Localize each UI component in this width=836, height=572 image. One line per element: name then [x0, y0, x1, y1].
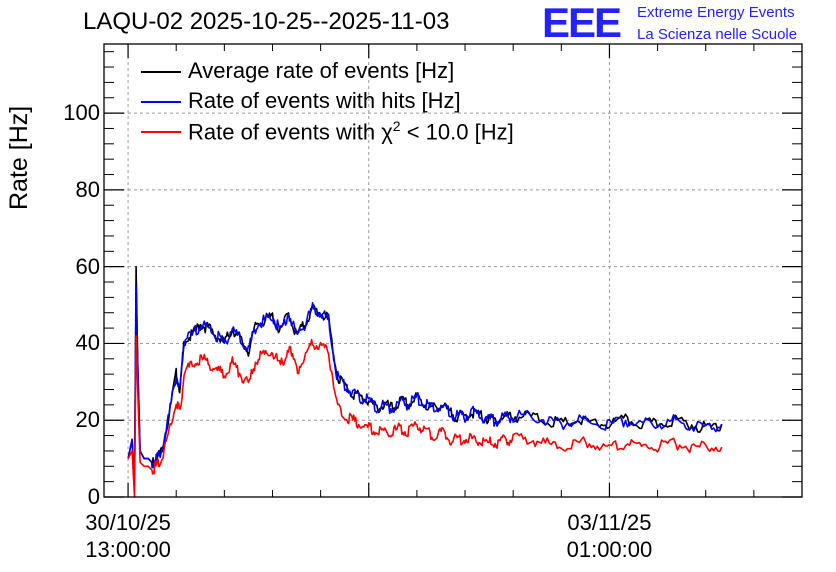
legend-chi2-suffix: < 10.0 [Hz]	[400, 119, 514, 145]
y-tick-label: 40	[75, 330, 100, 356]
legend-chi2-symbol: χ	[381, 119, 393, 145]
brand-line-2: La Scienza nelle Scuole	[637, 26, 798, 43]
legend-swatch-average	[141, 71, 181, 73]
series-chi2-line	[127, 334, 723, 498]
axis-ticks	[104, 44, 802, 498]
y-tick-label: 80	[75, 176, 100, 202]
legend-label-average: Average rate of events [Hz]	[188, 58, 455, 83]
x-tick-time: 13:00:00	[85, 537, 171, 562]
y-tick-label: 60	[75, 253, 100, 279]
legend-chi2-sup: 2	[392, 118, 401, 134]
legend-label-hits: Rate of events with hits [Hz]	[188, 88, 461, 113]
series-hits-line	[127, 285, 723, 487]
series-average-line	[127, 265, 723, 487]
y-axis-label: Rate [Hz]	[5, 105, 33, 210]
plot-frame	[103, 43, 803, 498]
legend-swatch-chi2	[141, 131, 181, 133]
y-tick-label: 0	[87, 484, 100, 509]
x-tick-date: 30/10/25	[85, 510, 171, 535]
legend-label-chi2: Rate of events with χ2 < 10.0 [Hz]	[188, 118, 514, 145]
series-layer	[127, 265, 723, 498]
legend-swatch-hits	[141, 101, 181, 103]
x-tick-label: 30/10/25 13:00:00	[58, 509, 198, 563]
y-tick-label: 20	[75, 407, 100, 433]
chart-title: LAQU-02 2025-10-25--2025-11-03	[83, 8, 450, 35]
legend-chi2-prefix: Rate of events with	[188, 119, 382, 145]
x-tick-date: 03/11/25	[567, 510, 652, 535]
x-tick-label: 03/11/25 01:00:00	[539, 509, 679, 563]
x-tick-time: 01:00:00	[566, 537, 653, 562]
eee-logo: EEE	[542, 0, 622, 46]
brand-line-1: Extreme Energy Events	[637, 4, 795, 21]
y-tick-label: 100	[63, 100, 100, 126]
